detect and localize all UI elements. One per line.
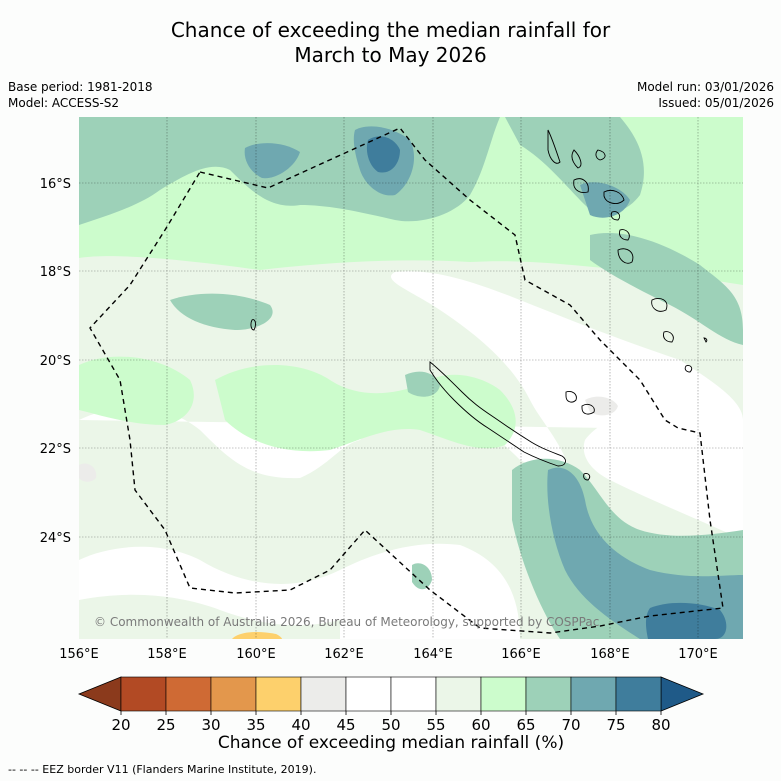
colorbar-cell [435, 676, 482, 712]
title-line-2: March to May 2026 [294, 43, 487, 67]
colorbar-cell [615, 676, 662, 712]
issued-date: Issued: 05/01/2026 [658, 96, 774, 110]
colorbar-tick-label: 40 [291, 716, 310, 734]
title-line-1: Chance of exceeding the median rainfall … [170, 18, 611, 42]
colorbar-tick-label: 25 [156, 716, 175, 734]
field-60-65-west [79, 356, 194, 425]
colorbar-cell [210, 676, 257, 712]
lat-label: 18°S [40, 265, 71, 280]
colorbar-cell [525, 676, 572, 712]
base-period: Base period: 1981-2018 [8, 80, 153, 94]
new-caledonia-coast [429, 361, 566, 467]
vanuatu-islands [547, 129, 708, 373]
lat-label: 20°S [40, 354, 71, 369]
colorbar-tick-label: 70 [561, 716, 580, 734]
model-run: Model run: 03/01/2026 [636, 80, 774, 94]
colorbar-tick-label: 45 [336, 716, 355, 734]
colorbar-tick-label: 50 [381, 716, 400, 734]
colorbar-cell [480, 676, 527, 712]
colorbar-cell [345, 676, 392, 712]
lon-label: 158°E [147, 647, 187, 662]
colorbar-cell [300, 676, 347, 712]
colorbar-cell [570, 676, 617, 712]
meta-right: Model run: 03/01/2026 Issued: 05/01/2026 [637, 79, 774, 111]
colorbar: 20 25 30 35 40 45 50 55 60 65 70 75 80 Chance of exc… [77, 676, 705, 753]
meta-left: Base period: 1981-2018 Model: ACCESS-S2 [8, 79, 153, 111]
model-name: Model: ACCESS-S2 [8, 96, 120, 110]
colorbar-tick-label: 55 [426, 716, 445, 734]
colorbar-tick-label: 65 [516, 716, 535, 734]
map-title: Chance of exceeding the median rainfall … [0, 18, 781, 68]
field-70-75-southeast [547, 467, 743, 639]
field-40-45-west [79, 463, 97, 482]
colorbar-tick-label: 60 [471, 716, 490, 734]
lat-label: 24°S [40, 531, 71, 546]
lon-label: 166°E [501, 647, 541, 662]
lon-label: 168°E [590, 647, 630, 662]
lon-label: 162°E [324, 647, 364, 662]
lon-label: 164°E [413, 647, 453, 662]
colorbar-tick-label: 20 [111, 716, 130, 734]
field-65-70-spot-2 [405, 371, 440, 397]
colorbar-cell [165, 676, 212, 712]
colorbar-under-arrow [77, 676, 122, 712]
colorbar-cell [390, 676, 437, 712]
field-70-75-northeast [580, 182, 630, 218]
latitude-labels: 16°S 18°S 20°S 22°S 24°S [40, 177, 71, 546]
lon-label: 156°E [59, 647, 99, 662]
lat-label: 16°S [40, 177, 71, 192]
eez-footnote: -- -- -- EEZ border V11 (Flanders Marine… [8, 763, 317, 776]
field-40-45-spot [585, 396, 618, 416]
field-70-75-north [244, 143, 300, 179]
field-55-60-south [79, 594, 340, 639]
colorbar-tick-label: 80 [651, 716, 670, 734]
colorbar-cell [255, 676, 302, 712]
colorbar-tick-label: 75 [606, 716, 625, 734]
colorbar-cell [120, 676, 167, 712]
map-area: © Commonwealth of Australia 2026, Bureau… [79, 117, 743, 639]
loyalty-islands [565, 391, 595, 481]
field-65-70-east [590, 233, 743, 345]
colorbar-tick-label: 30 [201, 716, 220, 734]
field-75-80-north [366, 136, 400, 173]
lat-label: 22°S [40, 442, 71, 457]
field-75-80-southeast [645, 602, 727, 639]
island-160e [250, 319, 256, 331]
colorbar-over-arrow [660, 676, 705, 712]
graticule [79, 117, 743, 639]
colorbar-label: Chance of exceeding median rainfall (%) [218, 733, 564, 753]
field-65-70-spot-3 [412, 563, 432, 590]
longitude-labels: 156°E 158°E 160°E 162°E 164°E 166°E 168°… [59, 647, 718, 662]
copyright-text: © Commonwealth of Australia 2026, Bureau… [94, 615, 599, 629]
field-50-55 [79, 271, 743, 540]
lon-label: 160°E [236, 647, 276, 662]
colorbar-tick-label: 35 [246, 716, 265, 734]
field-60-65-mid [215, 365, 516, 452]
field-35-40 [232, 631, 282, 639]
field-65-70-spot-1 [170, 293, 273, 330]
lon-label: 170°E [678, 647, 718, 662]
eez-border [89, 127, 724, 634]
